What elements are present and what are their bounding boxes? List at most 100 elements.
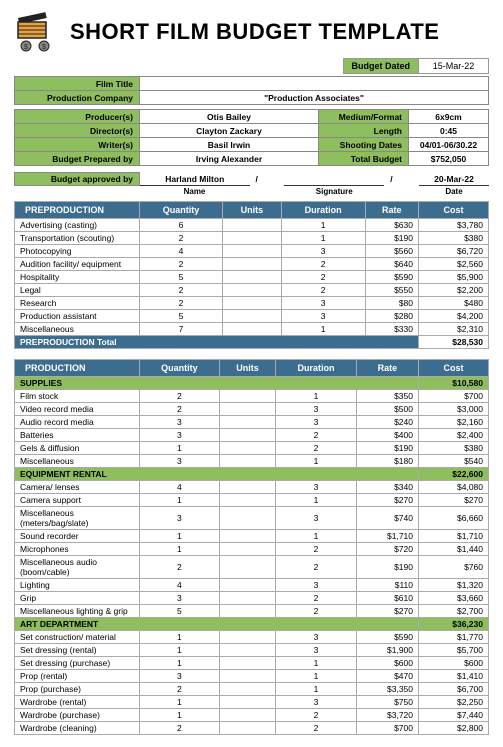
row-rate[interactable]: $1,710 [356, 530, 418, 543]
row-qty[interactable]: 1 [140, 631, 220, 644]
row-duration[interactable]: 1 [276, 683, 357, 696]
row-rate[interactable]: $700 [356, 722, 418, 735]
row-rate[interactable]: $340 [356, 481, 418, 494]
row-units[interactable] [219, 481, 275, 494]
row-units[interactable] [223, 258, 282, 271]
row-qty[interactable]: 3 [140, 592, 220, 605]
row-qty[interactable]: 2 [140, 556, 220, 579]
row-qty[interactable]: 5 [140, 605, 220, 618]
row-duration[interactable]: 1 [276, 455, 357, 468]
row-rate[interactable]: $330 [365, 323, 418, 336]
row-rate[interactable]: $740 [356, 507, 418, 530]
approval-name[interactable]: Harland Milton [140, 173, 250, 186]
row-duration[interactable]: 1 [281, 232, 365, 245]
row-qty[interactable]: 1 [140, 644, 220, 657]
row-rate[interactable]: $640 [365, 258, 418, 271]
row-qty[interactable]: 1 [140, 494, 220, 507]
row-qty[interactable]: 2 [140, 722, 220, 735]
row-duration[interactable]: 1 [276, 657, 357, 670]
row-duration[interactable]: 1 [276, 390, 357, 403]
row-units[interactable] [219, 605, 275, 618]
row-units[interactable] [223, 284, 282, 297]
approval-signature[interactable] [284, 173, 384, 186]
row-duration[interactable]: 1 [281, 323, 365, 336]
row-rate[interactable]: $280 [365, 310, 418, 323]
row-units[interactable] [219, 709, 275, 722]
row-qty[interactable]: 7 [140, 323, 223, 336]
row-units[interactable] [219, 579, 275, 592]
row-rate[interactable]: $750 [356, 696, 418, 709]
row-rate[interactable]: $400 [356, 429, 418, 442]
row-qty[interactable]: 3 [140, 429, 220, 442]
row-duration[interactable]: 2 [281, 271, 365, 284]
row-rate[interactable]: $3,720 [356, 709, 418, 722]
row-units[interactable] [219, 556, 275, 579]
row-qty[interactable]: 2 [140, 390, 220, 403]
medium-value[interactable]: 6x9cm [409, 110, 489, 124]
row-units[interactable] [219, 530, 275, 543]
row-rate[interactable]: $590 [365, 271, 418, 284]
row-rate[interactable]: $240 [356, 416, 418, 429]
row-units[interactable] [219, 403, 275, 416]
row-rate[interactable]: $190 [356, 556, 418, 579]
row-rate[interactable]: $190 [365, 232, 418, 245]
row-rate[interactable]: $80 [365, 297, 418, 310]
row-units[interactable] [219, 507, 275, 530]
length-value[interactable]: 0:45 [409, 124, 489, 138]
row-qty[interactable]: 1 [140, 657, 220, 670]
row-qty[interactable]: 3 [140, 416, 220, 429]
row-duration[interactable]: 1 [276, 530, 357, 543]
row-units[interactable] [219, 722, 275, 735]
row-rate[interactable]: $350 [356, 390, 418, 403]
row-units[interactable] [219, 494, 275, 507]
approval-date[interactable]: 20-Mar-22 [419, 173, 489, 186]
row-duration[interactable]: 1 [281, 219, 365, 232]
row-units[interactable] [219, 455, 275, 468]
row-duration[interactable]: 3 [276, 631, 357, 644]
row-rate[interactable]: $600 [356, 657, 418, 670]
row-duration[interactable]: 3 [281, 310, 365, 323]
row-qty[interactable]: 2 [140, 297, 223, 310]
row-rate[interactable]: $110 [356, 579, 418, 592]
row-rate[interactable]: $560 [365, 245, 418, 258]
row-duration[interactable]: 3 [276, 507, 357, 530]
film-title-value[interactable] [140, 77, 489, 91]
row-qty[interactable]: 5 [140, 271, 223, 284]
row-duration[interactable]: 1 [276, 494, 357, 507]
row-rate[interactable]: $180 [356, 455, 418, 468]
row-rate[interactable]: $1,900 [356, 644, 418, 657]
row-duration[interactable]: 2 [276, 605, 357, 618]
row-duration[interactable]: 3 [276, 579, 357, 592]
row-qty[interactable]: 1 [140, 543, 220, 556]
row-rate[interactable]: $720 [356, 543, 418, 556]
row-units[interactable] [219, 644, 275, 657]
row-units[interactable] [223, 297, 282, 310]
row-duration[interactable]: 2 [276, 556, 357, 579]
row-units[interactable] [219, 390, 275, 403]
row-qty[interactable]: 1 [140, 709, 220, 722]
row-units[interactable] [223, 310, 282, 323]
row-rate[interactable]: $470 [356, 670, 418, 683]
budget-dated-value[interactable]: 15-Mar-22 [419, 58, 489, 74]
shooting-value[interactable]: 04/01-06/30.22 [409, 138, 489, 152]
row-qty[interactable]: 2 [140, 683, 220, 696]
row-qty[interactable]: 4 [140, 245, 223, 258]
row-qty[interactable]: 2 [140, 258, 223, 271]
director-value[interactable]: Clayton Zackary [140, 124, 319, 138]
row-duration[interactable]: 3 [281, 245, 365, 258]
row-units[interactable] [219, 442, 275, 455]
row-duration[interactable]: 2 [276, 709, 357, 722]
row-units[interactable] [219, 670, 275, 683]
row-duration[interactable]: 3 [276, 416, 357, 429]
row-rate[interactable]: $3,350 [356, 683, 418, 696]
row-duration[interactable]: 2 [276, 429, 357, 442]
producer-value[interactable]: Otis Bailey [140, 110, 319, 124]
row-rate[interactable]: $550 [365, 284, 418, 297]
row-duration[interactable]: 3 [276, 481, 357, 494]
row-rate[interactable]: $270 [356, 605, 418, 618]
row-duration[interactable]: 2 [276, 722, 357, 735]
row-qty[interactable]: 3 [140, 507, 220, 530]
writer-value[interactable]: Basil Irwin [140, 138, 319, 152]
row-qty[interactable]: 5 [140, 310, 223, 323]
row-qty[interactable]: 1 [140, 530, 220, 543]
